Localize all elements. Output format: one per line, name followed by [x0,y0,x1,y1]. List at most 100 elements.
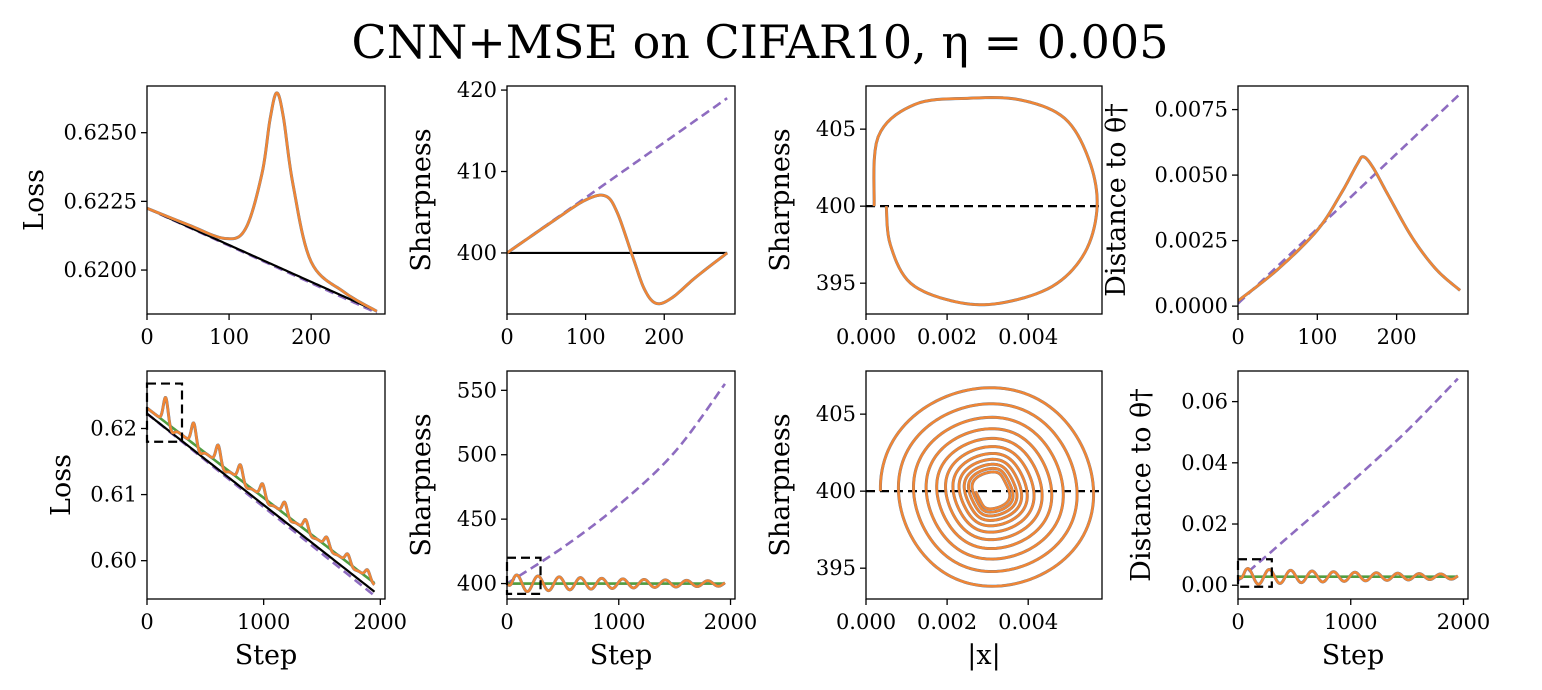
x-tick-label: 0 [1231,610,1244,634]
series-group [147,91,378,314]
axes-frame [865,85,1103,315]
y-axis-label: Distance to θ† [1101,103,1132,297]
y-axis-label: Loss [19,169,50,231]
y-tick-label: 420 [457,78,497,102]
y-tick-label: 400 [457,572,497,596]
y-axis-label: Loss [46,454,77,516]
x-tick-label: 0.000 [836,325,896,349]
x-tick-label: 200 [1377,325,1417,349]
series-group [147,396,376,597]
x-tick-label: 200 [291,325,331,349]
x-tick-label: 0.004 [998,610,1058,634]
series-orange [872,96,1099,307]
series-orange [147,396,376,586]
x-tick-label: 0 [140,325,153,349]
y-tick-label: 410 [457,160,497,184]
series-purple-dashed [507,383,726,585]
series-orange [507,573,726,593]
series-group [507,383,727,594]
axes-frame [506,370,736,600]
x-tick-label: 200 [644,325,684,349]
y-tick-label: 400 [816,194,856,218]
series-orange [1238,567,1459,586]
y-tick-label: 0.02 [1181,512,1228,536]
x-tick-label: 2000 [1437,610,1490,634]
series-blue [147,91,378,313]
y-tick-label: 0.04 [1181,451,1228,475]
y-tick-label: 400 [816,479,856,503]
y-tick-label: 450 [457,507,497,531]
x-tick-label: 2000 [354,610,407,634]
y-tick-label: 405 [816,402,856,426]
zoom-box [1236,558,1273,588]
x-axis-label: Step [1322,640,1385,671]
subplot-r2c3: 0.000 0.002 0.004 395 400 405 Sharpness |x| [765,370,1103,671]
y-axis-label: Sharpness [406,128,437,271]
x-tick-label: 1000 [1324,610,1377,634]
x-tick-label: 0 [500,325,513,349]
y-tick-label: 0.62 [90,416,137,440]
series-group [507,97,729,306]
x-tick-label: 100 [1297,325,1337,349]
subplot-r2c1: 0 1000 2000 0.60 0.61 0.62 Loss Step [46,370,407,671]
x-tick-label: 0 [140,610,153,634]
x-tick-label: 1000 [237,610,290,634]
y-tick-label: 0.0025 [1155,229,1228,253]
subplot-r2c2: 0 1000 2000 400 450 500 550 Sharpness Step [406,370,757,671]
series-orange [1238,155,1461,302]
y-tick-label: 0.6200 [64,258,137,282]
y-tick-label: 405 [816,117,856,141]
x-tick-label: 0.000 [836,610,896,634]
series-group [1238,92,1462,305]
x-tick-label: 0 [1231,325,1244,349]
subplot-r2c4: 0 1000 2000 0.00 0.02 0.04 0.06 Distance to θ† S… [1126,370,1490,671]
series-green [147,406,376,585]
x-tick-label: 100 [209,325,249,349]
y-tick-label: 0.6250 [64,121,137,145]
figure-title: CNN+MSE on CIFAR10, η = 0.005 [352,15,1169,69]
x-tick-label: 0.002 [917,610,977,634]
series-black [147,412,376,593]
subplot-r1c1: 0 100 200 0.6200 0.6225 0.6250 Loss [19,85,386,349]
axes-frame [146,85,386,315]
x-tick-label: 2000 [704,610,757,634]
x-tick-label: 0 [500,610,513,634]
y-tick-label: 0.61 [90,483,137,507]
series-purple-dashed [1238,92,1461,305]
y-axis-label: Sharpness [765,413,796,556]
x-tick-label: 100 [566,325,606,349]
axes-frame [1237,85,1469,315]
series-purple-dashed [1238,377,1459,582]
y-tick-label: 550 [457,378,497,402]
y-tick-label: 0.0000 [1155,294,1228,318]
x-tick-label: 0.004 [998,325,1058,349]
axes-frame [146,370,386,600]
y-tick-label: 400 [457,241,497,265]
zoom-box [505,556,542,595]
y-tick-label: 395 [816,556,856,580]
axes-frame [865,370,1103,600]
series-orange [879,386,1095,588]
subplot-r1c4: 0 100 200 0.0000 0.0025 0.0050 0.0075 Distance … [1101,85,1469,349]
y-tick-label: 0.60 [90,549,137,573]
y-axis-label: Sharpness [765,128,796,271]
y-tick-label: 0.0050 [1155,163,1228,187]
axes-frame [506,85,736,315]
series-orange [507,193,728,306]
series-group [1238,377,1459,586]
y-tick-label: 0.0075 [1155,98,1228,122]
axes-frame [1237,370,1469,600]
x-axis-label: |x| [967,640,1000,671]
y-tick-label: 500 [457,443,497,467]
y-tick-label: 0.00 [1181,573,1228,597]
subplot-r1c2: 0 100 200 400 410 420 Sharpness [406,78,736,349]
x-axis-label: Step [235,640,298,671]
x-tick-label: 0.002 [917,325,977,349]
y-tick-label: 0.06 [1181,390,1228,414]
series-group [866,386,1102,588]
x-axis-label: Step [590,640,653,671]
series-orange [147,91,378,313]
x-tick-label: 1000 [592,610,645,634]
